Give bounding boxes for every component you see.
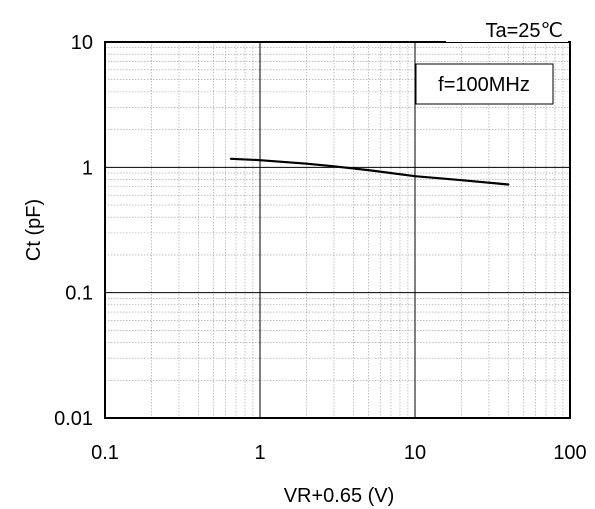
- y-tick-label: 10: [71, 32, 93, 54]
- x-tick-labels: 0.1 1 10 100: [91, 442, 587, 464]
- condition-top-bg: [446, 20, 568, 42]
- plot-frame: [104, 41, 571, 419]
- x-axis-label: VR+0.65 (V): [284, 485, 395, 507]
- y-tick-labels: 10 1 0.1 0.01: [54, 32, 93, 430]
- condition-box: [415, 63, 554, 105]
- x-tick-label: 100: [553, 442, 586, 464]
- y-tick-label: 0.1: [65, 283, 93, 305]
- condition-box-label: f=100MHz: [438, 74, 530, 96]
- y-axis-label: Ct (pF): [23, 199, 45, 261]
- x-tick-label: 1: [254, 442, 265, 464]
- x-tick-label: 10: [404, 442, 426, 464]
- y-tick-label: 0.01: [54, 408, 93, 430]
- condition-top-label: Ta=25℃: [485, 20, 563, 42]
- series-layer: [229, 157, 510, 186]
- x-tick-label: 0.1: [91, 442, 119, 464]
- y-tick-label: 1: [82, 157, 93, 179]
- series-line: [229, 157, 510, 186]
